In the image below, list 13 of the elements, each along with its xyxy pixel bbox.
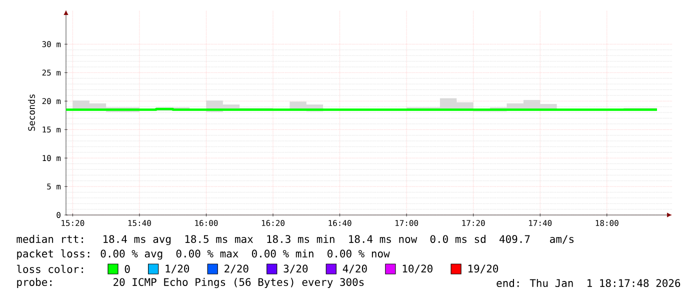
- legend-label: 0: [124, 265, 130, 273]
- legend-label: 3/20: [284, 264, 308, 274]
- legend-label: 10/20: [402, 264, 432, 274]
- legend-label: 1/20: [166, 264, 190, 274]
- legend-label: 4/20: [342, 264, 367, 274]
- legend-label: 19/20: [468, 264, 498, 274]
- legend-title: loss color:: [17, 264, 83, 274]
- text: end: Thu Jan 1 18:17:48 2026: [496, 278, 680, 288]
- text: probe: 20 ICMP Echo Pings (56 Bytes) every 300s: [17, 278, 364, 288]
- text: median rtt: 18.4 ms avg 18.5 ms max 18.3 ms min 18.4 ms now 0.0 ms sd 409.7 am/s: [16, 234, 574, 246]
- y-axis-title: Seconds: [28, 94, 35, 131]
- legend-label: 2/20: [224, 264, 248, 274]
- text: packet loss: 0.00 % avg 0.00 % max 0.00 % min 0.00 % now: [17, 249, 390, 260]
